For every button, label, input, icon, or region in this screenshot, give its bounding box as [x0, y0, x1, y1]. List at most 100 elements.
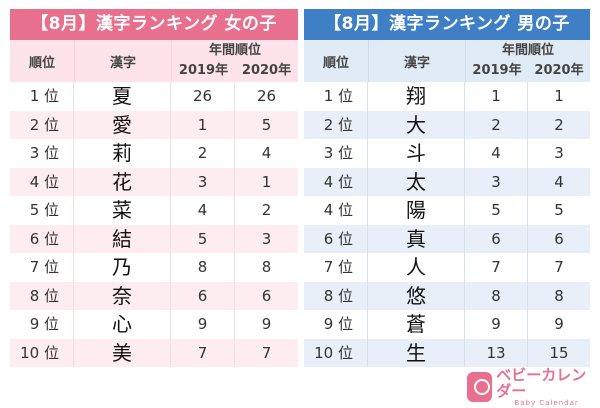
rank-2019-cell: 8	[171, 253, 235, 282]
rank-2020-cell: 9	[261, 315, 272, 333]
kanji-cell: 莉	[74, 139, 171, 168]
header-annual: 年間順位	[208, 43, 261, 58]
rank-2019-cell: 2	[171, 139, 235, 168]
kanji-cell: 菜	[74, 196, 171, 225]
kanji-cell: 奈	[74, 281, 171, 310]
kanji-cell: 斗	[368, 139, 465, 168]
rank-2020-cell: 5	[554, 201, 564, 219]
rank-2020-cell: 2	[554, 115, 564, 134]
rank-2019-cell: 3	[171, 167, 235, 196]
rank-2019-cell: 2	[465, 110, 528, 139]
header-rank: 順位	[304, 40, 369, 82]
table-header: 順位 漢字 年間順位 2019年 2020年	[304, 40, 590, 82]
rank-2019-cell: 5	[171, 224, 235, 253]
kanji-cell: 悠	[368, 281, 465, 310]
kanji-cell: 大	[368, 110, 465, 139]
rank-2019-cell: 5	[465, 196, 528, 225]
rank-2020-cell: 1	[554, 87, 564, 105]
logo-text-jp: ベビーカレンダー	[496, 365, 587, 400]
rank-2019-cell: 9	[171, 310, 235, 339]
rank-2019-cell: 7	[465, 253, 528, 282]
header-kanji: 漢字	[369, 40, 466, 82]
rank-cell: 4 位	[10, 167, 74, 196]
header-2020: 2020年	[241, 63, 292, 78]
logo-text-en: Baby Calendar	[514, 398, 579, 407]
header-annual: 年間順位	[501, 43, 554, 58]
kanji-cell: 心	[74, 310, 171, 339]
rank-cell: 8 位	[10, 281, 74, 310]
rank-2020-cell: 8	[554, 286, 564, 305]
rank-2020-cell: 3	[261, 229, 272, 248]
rank-2020-cell: 6	[554, 229, 564, 248]
kanji-cell: 美	[74, 338, 171, 367]
rank-cell: 3 位	[304, 139, 368, 168]
rank-2019-cell: 26	[171, 82, 235, 111]
rank-2019-cell: 4	[171, 196, 235, 225]
girls-ranking-table: 【8月】漢字ランキング 女の子 順位 漢字 年間順位 2019年 2020年 1…	[10, 9, 298, 367]
rank-2019-cell: 7	[171, 338, 235, 367]
rank-cell: 1 位	[10, 82, 74, 111]
rank-2020-cell: 4	[261, 144, 272, 162]
kanji-cell: 夏	[74, 82, 171, 111]
kanji-cell: 陽	[368, 196, 465, 225]
header-2019: 2019年	[472, 63, 522, 78]
rank-2019-cell: 6	[465, 224, 528, 253]
header-rank: 順位	[10, 40, 75, 82]
kanji-cell: 翔	[368, 82, 465, 111]
kanji-cell: 愛	[74, 110, 171, 139]
table-row: 1 位夏 26 26	[10, 82, 298, 111]
rank-2020-cell: 6	[261, 286, 272, 305]
rank-cell: 6 位	[304, 224, 368, 253]
kanji-cell: 生	[368, 338, 465, 367]
kanji-cell: 真	[368, 224, 465, 253]
rank-2020-cell: 7	[554, 258, 564, 276]
rank-2019-cell: 6	[171, 281, 235, 310]
rank-2019-cell: 13	[465, 338, 528, 367]
header-2019: 2019年	[178, 63, 229, 78]
table-title: 【8月】漢字ランキング 男の子	[304, 9, 590, 40]
rank-2019-cell: 9	[465, 310, 528, 339]
baby-calendar-logo: ベビーカレンダー Baby Calendar	[467, 365, 597, 407]
rank-cell: 9 位	[304, 310, 368, 339]
rank-2020-cell: 8	[261, 258, 272, 276]
rank-cell: 6 位	[10, 224, 74, 253]
rank-2020-cell: 26	[256, 87, 277, 105]
rank-2019-cell: 3	[465, 167, 528, 196]
rank-cell: 5 位	[10, 196, 74, 225]
rank-2020-cell: 4	[554, 172, 564, 191]
kanji-cell: 結	[74, 224, 171, 253]
kanji-cell: 花	[74, 167, 171, 196]
rank-cell: 7 位	[304, 253, 368, 282]
rank-cell: 7 位	[10, 253, 74, 282]
rank-cell: 3 位	[10, 139, 74, 168]
rank-2020-cell: 3	[554, 144, 564, 162]
kanji-cell: 乃	[74, 253, 171, 282]
header-2020: 2020年	[534, 63, 584, 78]
rank-cell: 8 位	[304, 281, 368, 310]
kanji-cell: 蒼	[368, 310, 465, 339]
rank-2020-cell: 1	[261, 172, 272, 191]
rank-cell: 4 位	[304, 196, 368, 225]
rank-2020-cell: 5	[261, 115, 272, 134]
table-row: 10 位生 13 15	[304, 338, 590, 367]
rank-2020-cell: 7	[261, 343, 272, 362]
rank-cell: 4 位	[304, 167, 368, 196]
header-kanji: 漢字	[75, 40, 172, 82]
table-title: 【8月】漢字ランキング 女の子	[10, 9, 298, 40]
rank-cell: 9 位	[10, 310, 74, 339]
rank-2019-cell: 4	[465, 139, 528, 168]
